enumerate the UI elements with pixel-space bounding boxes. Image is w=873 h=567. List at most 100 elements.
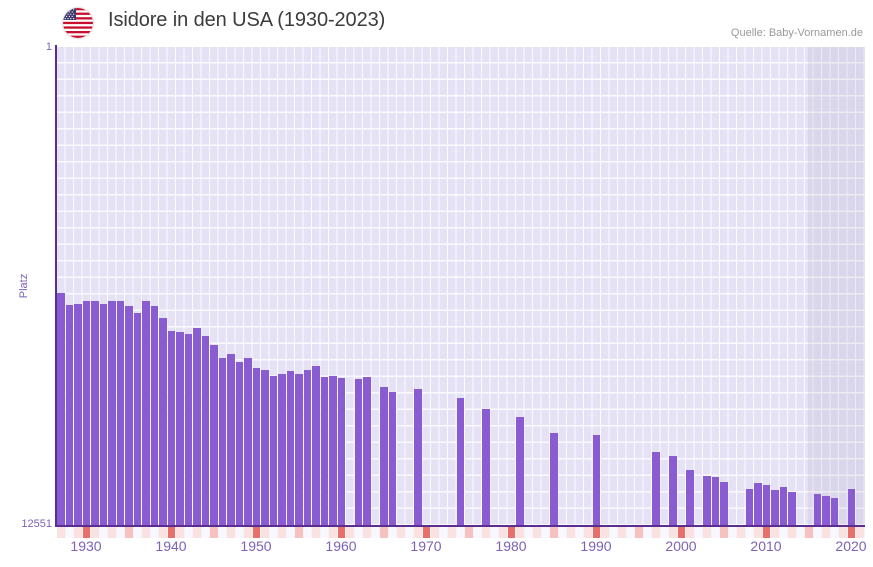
bar[interactable]: [201, 336, 210, 525]
marker-cell: [754, 527, 762, 538]
marker-cell: [516, 527, 524, 538]
marker-cell: [82, 527, 91, 538]
bar[interactable]: [142, 301, 150, 525]
bar[interactable]: [363, 377, 371, 525]
bar[interactable]: [847, 489, 856, 525]
bar[interactable]: [482, 409, 490, 525]
bar[interactable]: [252, 368, 261, 525]
marker-cell: [210, 527, 218, 538]
x-axis-tick-label: 2000: [665, 538, 697, 554]
bar[interactable]: [99, 304, 108, 525]
marker-cell: [669, 527, 677, 538]
marker-cell: [380, 527, 388, 538]
bar[interactable]: [456, 398, 465, 525]
marker-cell: [354, 527, 363, 538]
bar[interactable]: [133, 313, 142, 525]
bar[interactable]: [745, 489, 754, 525]
marker-cell: [805, 527, 813, 538]
marker-cell: [473, 527, 482, 538]
bar[interactable]: [74, 304, 82, 525]
bar[interactable]: [414, 389, 422, 525]
bar[interactable]: [762, 485, 771, 525]
bar[interactable]: [550, 433, 558, 525]
marker-cell: [312, 527, 320, 538]
marker-cell: [133, 527, 142, 538]
bar[interactable]: [218, 358, 227, 525]
bar[interactable]: [329, 376, 337, 525]
bar[interactable]: [788, 492, 796, 525]
bar[interactable]: [108, 301, 116, 525]
bar[interactable]: [703, 476, 711, 525]
bar[interactable]: [269, 376, 278, 525]
bar[interactable]: [184, 334, 193, 525]
marker-cell: [839, 527, 847, 538]
bar[interactable]: [303, 370, 312, 525]
bar[interactable]: [516, 417, 524, 525]
marker-cell: [703, 527, 711, 538]
bar[interactable]: [65, 305, 74, 525]
bar[interactable]: [754, 483, 762, 525]
x-axis-tick-label: 1980: [495, 538, 527, 554]
bar[interactable]: [686, 470, 694, 525]
marker-cell: [584, 527, 592, 538]
bar[interactable]: [91, 301, 99, 525]
bar[interactable]: [57, 293, 65, 525]
bar[interactable]: [176, 332, 184, 525]
bar[interactable]: [244, 358, 252, 525]
bar[interactable]: [116, 301, 125, 525]
bar[interactable]: [813, 494, 822, 525]
bar[interactable]: [320, 377, 329, 525]
marker-cell: [176, 527, 184, 538]
bar[interactable]: [295, 374, 303, 525]
bar[interactable]: [82, 301, 91, 525]
marker-cell: [694, 527, 703, 538]
bar[interactable]: [261, 370, 269, 525]
bar[interactable]: [354, 379, 363, 525]
marker-cell: [388, 527, 397, 538]
bar[interactable]: [150, 306, 159, 525]
x-axis-line: [55, 525, 865, 527]
bar[interactable]: [779, 487, 788, 525]
marker-cell: [507, 527, 516, 538]
marker-cell: [771, 527, 779, 538]
bar[interactable]: [312, 366, 320, 525]
marker-cell: [431, 527, 439, 538]
bar[interactable]: [278, 374, 286, 525]
marker-cell: [448, 527, 456, 538]
marker-cell: [108, 527, 116, 538]
bar[interactable]: [711, 477, 720, 525]
bar[interactable]: [286, 371, 295, 525]
bar[interactable]: [720, 482, 728, 525]
marker-cell: [745, 527, 754, 538]
bar[interactable]: [822, 496, 830, 525]
x-axis-tick-label: 2010: [750, 538, 782, 554]
bar[interactable]: [337, 378, 346, 525]
marker-cell: [91, 527, 99, 538]
marker-cell: [643, 527, 652, 538]
marker-cell: [414, 527, 422, 538]
marker-cell: [439, 527, 448, 538]
bar[interactable]: [380, 387, 388, 525]
marker-cell: [592, 527, 601, 538]
bar[interactable]: [388, 392, 397, 525]
bar[interactable]: [227, 354, 235, 525]
bar[interactable]: [592, 435, 601, 525]
bar[interactable]: [235, 362, 244, 525]
marker-cell: [618, 527, 626, 538]
marker-cell: [499, 527, 507, 538]
bar[interactable]: [125, 306, 133, 525]
bar[interactable]: [771, 490, 779, 525]
bar[interactable]: [652, 452, 660, 525]
bar[interactable]: [830, 498, 839, 525]
bar[interactable]: [669, 456, 677, 525]
marker-cell: [320, 527, 329, 538]
x-axis-tick-label: 1930: [70, 538, 102, 554]
marker-cell: [779, 527, 788, 538]
marker-cell: [363, 527, 371, 538]
bar[interactable]: [159, 318, 167, 525]
bar[interactable]: [167, 331, 176, 525]
bar[interactable]: [193, 328, 201, 525]
bar[interactable]: [210, 345, 218, 525]
marker-cell: [711, 527, 720, 538]
